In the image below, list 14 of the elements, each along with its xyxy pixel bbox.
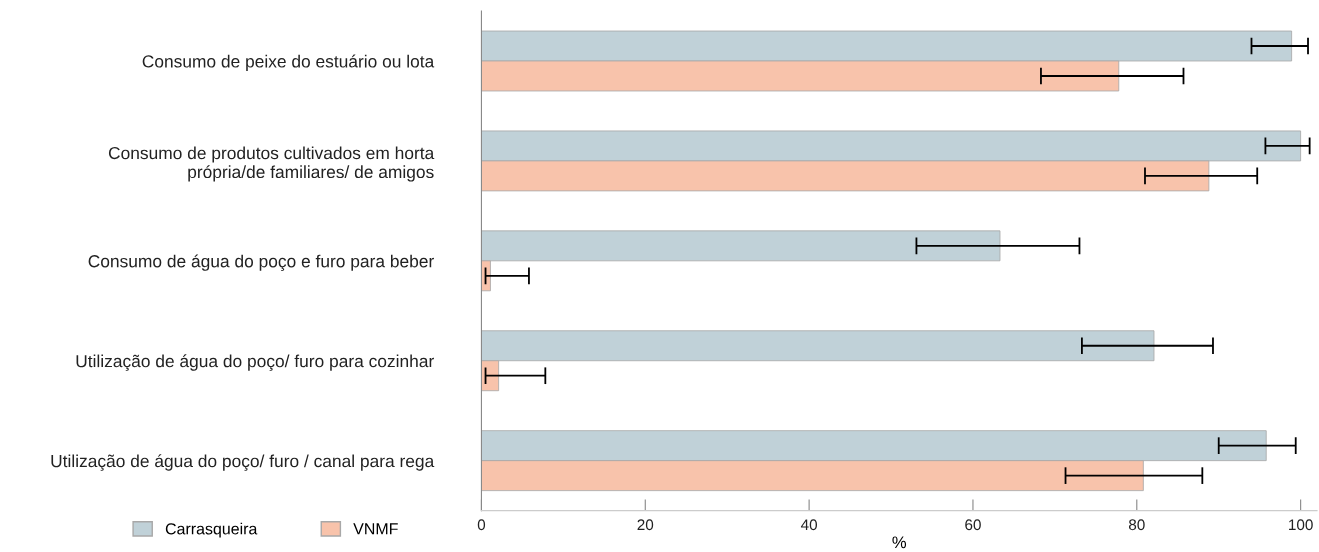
x-tick-label: 40 bbox=[800, 519, 818, 531]
y-tick-label: Utilização de água do poço/ furo para cozinhar bbox=[76, 354, 434, 371]
x-tick-label: 0 bbox=[477, 519, 486, 531]
x-tick-label: 80 bbox=[1128, 519, 1145, 531]
y-tick-label: Consumo de água do poço e furo para beber bbox=[88, 254, 434, 271]
x-tick-label: 100 bbox=[1289, 519, 1313, 531]
legend-label: VNMF bbox=[353, 523, 398, 535]
y-tick-label: Utilização de água do poço/ furo / canal para rega bbox=[51, 454, 435, 471]
y-tick-label: Consumo de peixe do estuário ou lota bbox=[142, 54, 435, 71]
x-tick-label: 20 bbox=[637, 519, 654, 531]
x-axis-title: % bbox=[892, 536, 907, 549]
x-tick-label: 60 bbox=[965, 519, 981, 531]
y-tick-label: Consumo de produtos cultivados em horta própria/de familiares/ de amigos bbox=[108, 146, 435, 182]
legend-label: Carrasqueira bbox=[165, 522, 258, 538]
